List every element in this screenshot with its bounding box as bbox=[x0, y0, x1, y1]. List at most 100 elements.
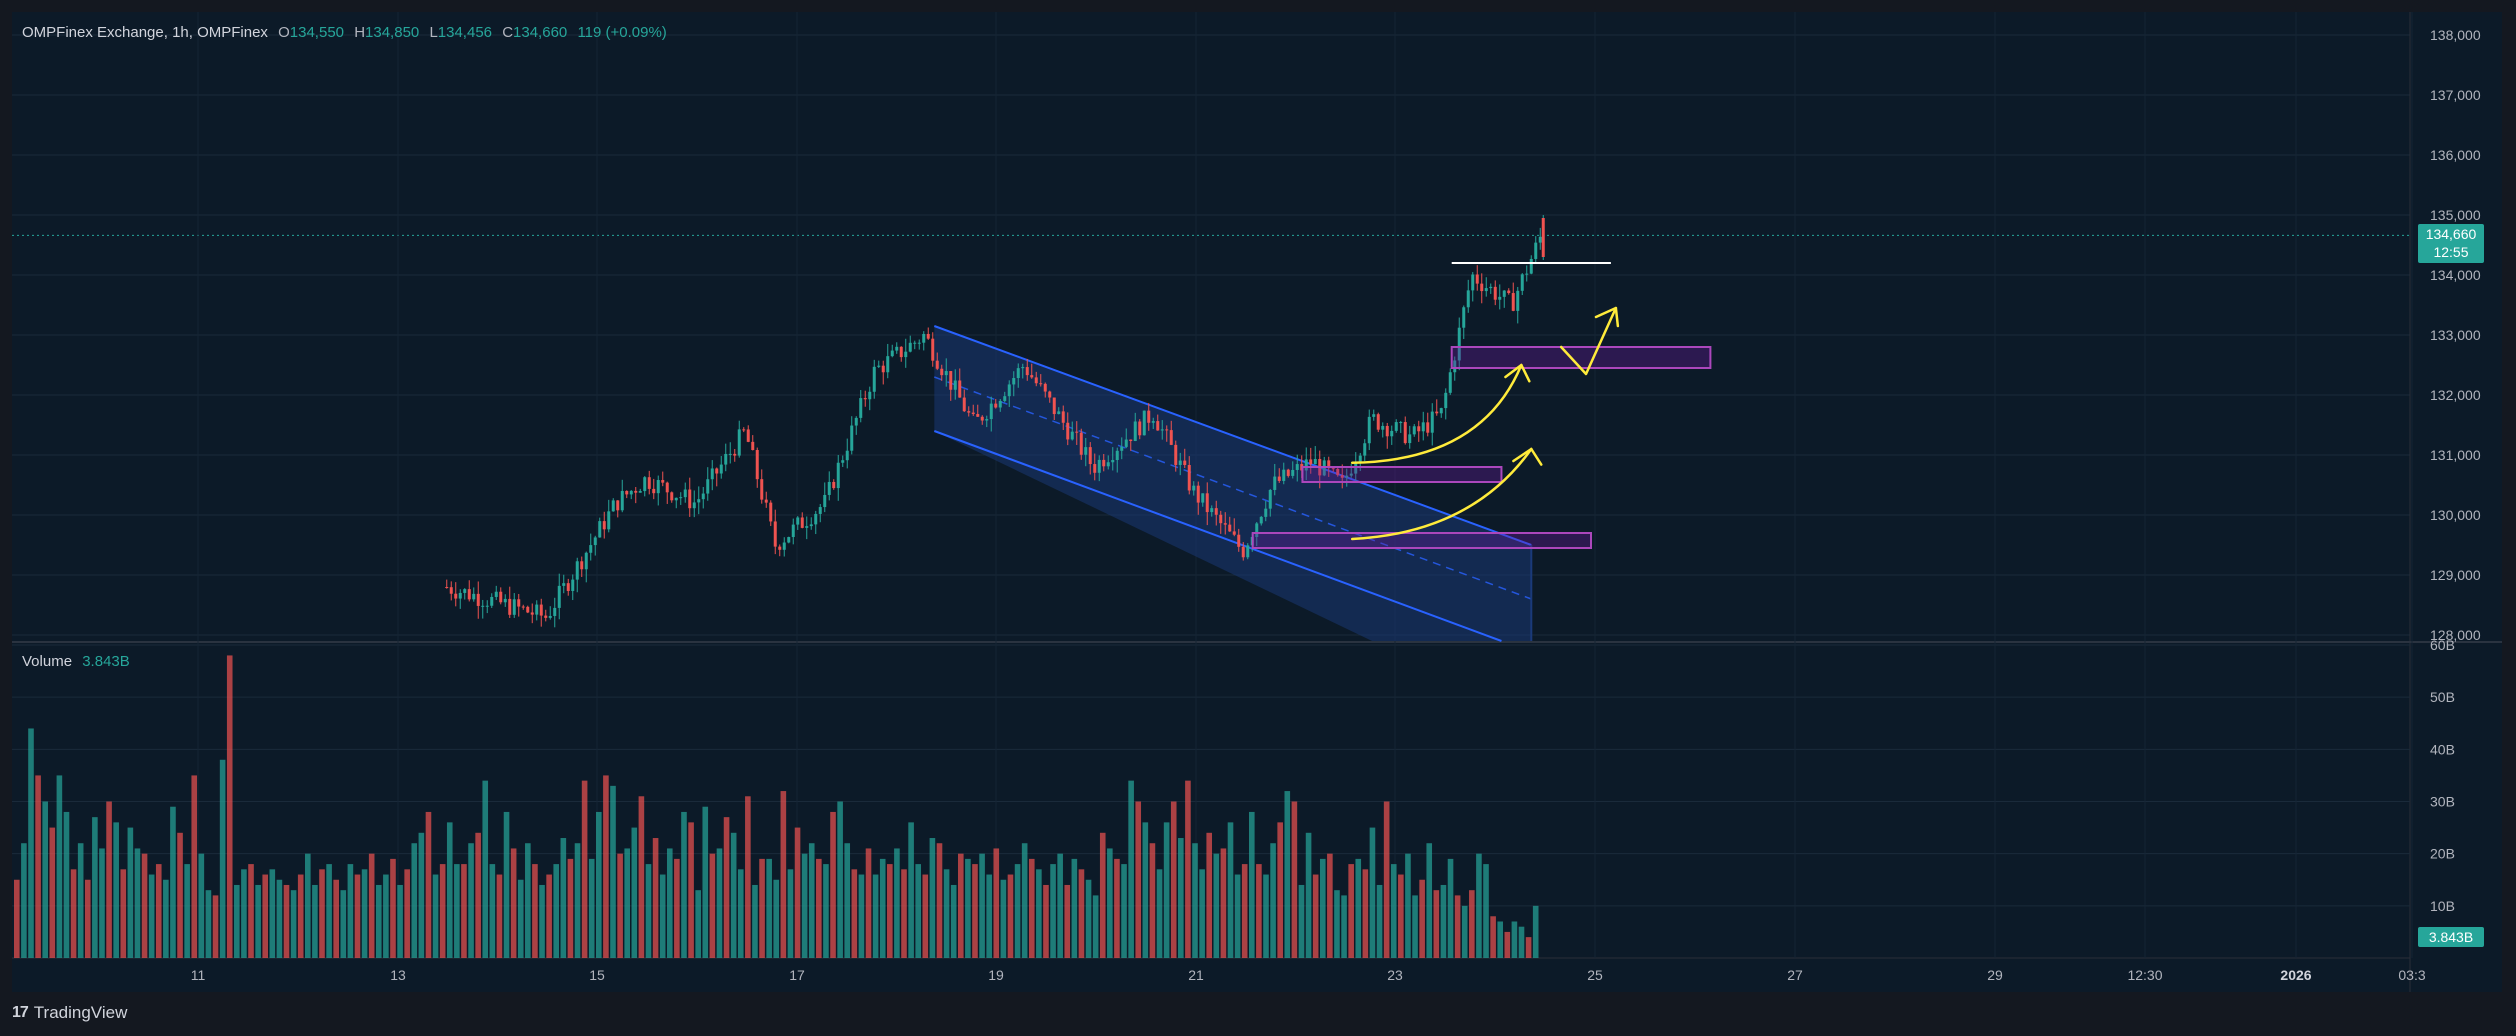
volume-last-value: 3.843B bbox=[2428, 929, 2474, 945]
volume-bar bbox=[170, 806, 176, 958]
candle-body bbox=[656, 480, 660, 494]
candle-body bbox=[800, 517, 804, 528]
volume-bar bbox=[234, 884, 240, 958]
candle-body bbox=[494, 591, 498, 597]
volume-tick-label: 10B bbox=[2430, 898, 2455, 914]
symbol-title[interactable]: OMPFinex Exchange, 1h, OMPFinex bbox=[22, 24, 268, 41]
volume-bar bbox=[1071, 858, 1078, 958]
volume-bar bbox=[1021, 843, 1028, 958]
time-axis[interactable]: 11 13 15 17 19 21 23 25 27 29 12:30 2026 03:3 bbox=[191, 967, 2426, 983]
candle-body bbox=[724, 453, 728, 465]
candle-body bbox=[661, 480, 665, 483]
candle-body bbox=[1039, 383, 1043, 385]
candle-body bbox=[629, 490, 633, 495]
volume-bar bbox=[375, 884, 382, 958]
price-candles bbox=[445, 215, 1545, 628]
volume-tick-label: 40B bbox=[2430, 741, 2455, 757]
volume-bar bbox=[950, 884, 957, 958]
candle-body bbox=[625, 490, 629, 495]
tradingview-name: TradingView bbox=[33, 1003, 128, 1022]
candle-body bbox=[1295, 464, 1299, 470]
volume-bar bbox=[383, 874, 389, 958]
candle-body bbox=[1174, 444, 1178, 465]
candle-body bbox=[1246, 545, 1250, 558]
candle-body bbox=[553, 607, 557, 616]
volume-bar bbox=[808, 843, 815, 958]
volume-bar bbox=[603, 775, 609, 958]
candle-body bbox=[1493, 286, 1497, 300]
candle-body bbox=[823, 494, 827, 508]
candle-body bbox=[530, 612, 534, 615]
candle-body bbox=[841, 460, 845, 463]
candle-body bbox=[917, 342, 921, 344]
low-value: 134,456 bbox=[437, 24, 493, 41]
candle-body bbox=[1196, 485, 1200, 503]
price-tick-label: 134,000 bbox=[2430, 267, 2481, 283]
candle-body bbox=[1066, 422, 1070, 440]
candle-body bbox=[980, 416, 984, 421]
volume-bar bbox=[269, 869, 276, 958]
candle-body bbox=[1115, 450, 1119, 461]
open-value: 134,550 bbox=[289, 24, 345, 41]
candle-body bbox=[485, 605, 489, 607]
candle-body bbox=[1277, 476, 1281, 481]
volume-label[interactable]: Volume bbox=[22, 653, 73, 670]
volume-header: Volume 3.843B bbox=[22, 653, 136, 670]
volume-bar bbox=[134, 848, 141, 958]
time-tick-label: 2026 bbox=[2280, 967, 2311, 983]
candle-body bbox=[742, 429, 746, 431]
volume-bar bbox=[823, 864, 829, 958]
volume-bar bbox=[1312, 874, 1319, 958]
volume-bar bbox=[1248, 811, 1255, 958]
volume-tick-label: 20B bbox=[2430, 846, 2455, 862]
volume-axis: 10B 20B 30B 40B 50B 60B bbox=[2430, 637, 2455, 914]
volume-bar bbox=[1213, 853, 1220, 958]
price-tick-label: 136,000 bbox=[2430, 147, 2481, 163]
volume-bar bbox=[503, 811, 510, 958]
volume-bar bbox=[496, 874, 503, 958]
candle-body bbox=[1498, 296, 1502, 300]
volume-bar bbox=[1497, 921, 1504, 958]
volume-bar bbox=[773, 879, 780, 958]
candle-body bbox=[643, 477, 647, 492]
candle-body bbox=[1439, 408, 1443, 414]
volume-last-badge: 3.843B bbox=[2418, 927, 2484, 947]
volume-bar bbox=[1454, 895, 1461, 958]
candle-body bbox=[1399, 422, 1403, 424]
candle-body bbox=[1525, 273, 1529, 275]
candle-body bbox=[958, 380, 962, 398]
volume-bar bbox=[801, 853, 808, 958]
candle-body bbox=[755, 449, 759, 480]
tradingview-logo[interactable]: 17 TradingView bbox=[12, 1003, 127, 1023]
volume-bar bbox=[1227, 822, 1234, 958]
volume-bar bbox=[1163, 822, 1170, 958]
trajectory-arrow-mid bbox=[1350, 363, 1523, 465]
volume-bar bbox=[1114, 858, 1120, 958]
price-tick-label: 129,000 bbox=[2430, 567, 2481, 583]
time-tick-label: 17 bbox=[789, 967, 805, 983]
candle-body bbox=[1061, 411, 1065, 423]
time-tick-label: 13 bbox=[390, 967, 406, 983]
candle-body bbox=[503, 598, 507, 603]
volume-bar bbox=[610, 785, 616, 958]
candle-body bbox=[638, 491, 642, 493]
volume-bar bbox=[1234, 874, 1241, 958]
candle-body bbox=[665, 482, 669, 493]
candle-body bbox=[1529, 258, 1533, 274]
demand-zone bbox=[1450, 346, 1712, 369]
volume-bar bbox=[908, 822, 914, 958]
candle-body bbox=[985, 419, 989, 421]
candle-body bbox=[994, 403, 998, 408]
low-label: L bbox=[429, 24, 438, 41]
price-axis[interactable]: 128,000 129,000 130,000 131,000 132,000 133,0… bbox=[2430, 27, 2481, 643]
candle-body bbox=[931, 338, 935, 361]
volume-bar bbox=[1440, 884, 1447, 958]
candle-body bbox=[1291, 469, 1295, 476]
volume-bar bbox=[830, 811, 836, 958]
high-label: H bbox=[354, 24, 366, 41]
volume-bar bbox=[894, 848, 900, 958]
channel-fill bbox=[934, 326, 1532, 641]
candle-body bbox=[926, 333, 930, 339]
candle-body bbox=[1390, 430, 1394, 437]
candle-body bbox=[517, 599, 521, 607]
